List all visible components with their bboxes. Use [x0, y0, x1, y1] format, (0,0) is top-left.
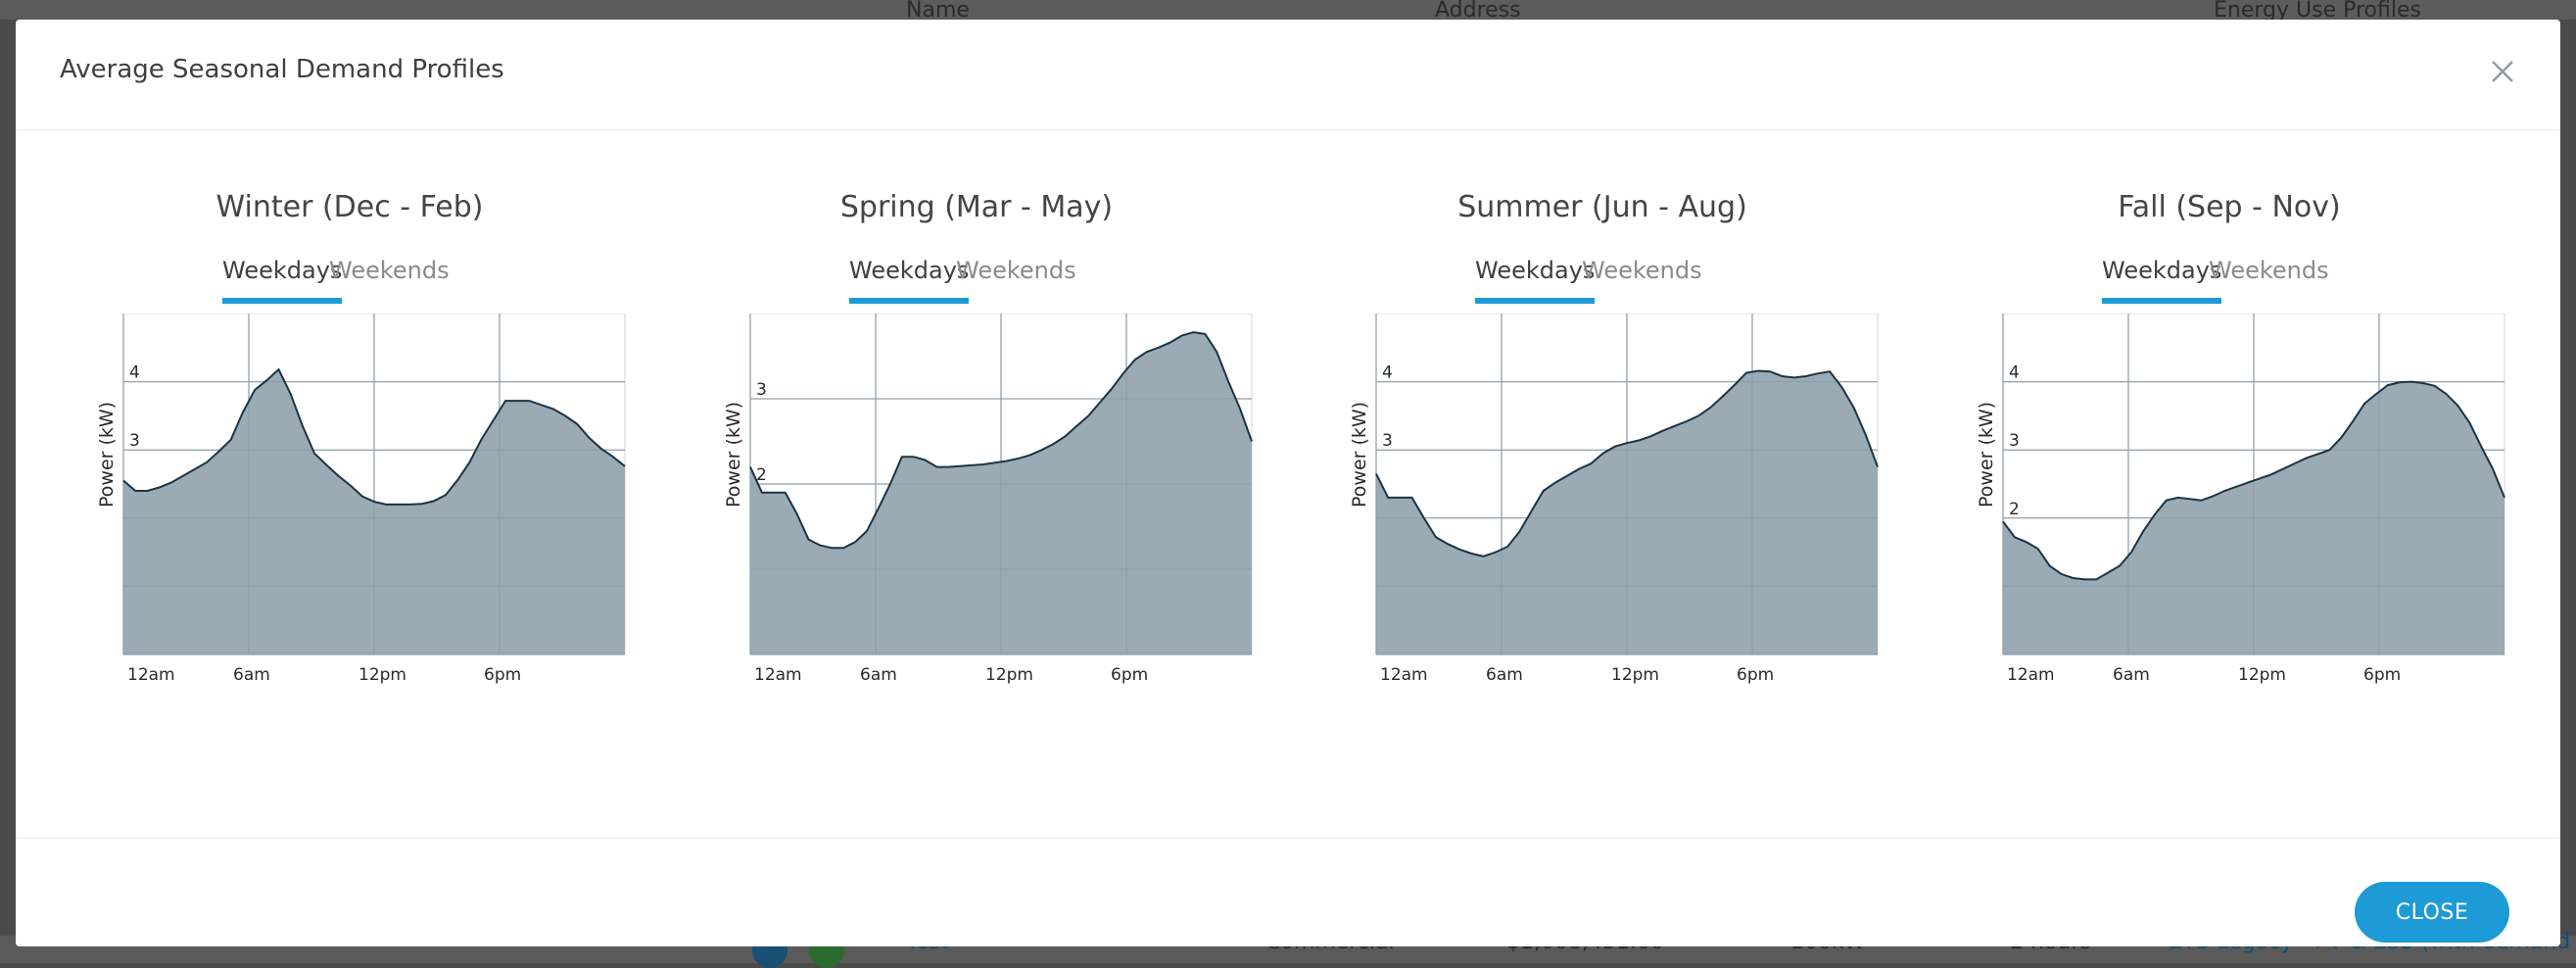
column-header-name: Name: [906, 0, 970, 23]
x-tick-label: 6am: [2113, 665, 2150, 685]
modal-header: Average Seasonal Demand Profiles: [16, 20, 2560, 130]
x-tick-label: 6pm: [484, 665, 521, 685]
close-icon[interactable]: [2488, 57, 2517, 86]
column-header-energy-use-profiles: Energy Use Profiles: [2214, 0, 2421, 23]
tab-weekdays[interactable]: Weekdays: [222, 257, 343, 304]
x-tick-label: 6pm: [1737, 665, 1774, 685]
x-tick-label: 12pm: [985, 665, 1033, 685]
tab-weekends[interactable]: Weekends: [2209, 257, 2329, 284]
x-tick-label: 12pm: [2238, 665, 2286, 685]
x-tick-label: 12pm: [358, 665, 406, 685]
demand-chart: Power (kW)0123412am6am12pm6pm: [61, 314, 639, 725]
x-tick-label: 12am: [2007, 665, 2055, 685]
x-tick-label: 6am: [1486, 665, 1523, 685]
demand-chart: Power (kW)0123412am6am12pm6pm: [1940, 314, 2518, 725]
x-tick-label: 12am: [1380, 665, 1428, 685]
season-panel: Spring (Mar - May) Weekdays Weekends Power …: [688, 167, 1265, 725]
season-title: Winter (Dec - Feb): [215, 190, 484, 224]
tab-weekends[interactable]: Weekends: [956, 257, 1076, 284]
y-tick-label: 2: [2009, 500, 2020, 519]
tab-weekdays[interactable]: Weekdays: [2102, 257, 2222, 304]
y-tick-label: 4: [2009, 363, 2020, 383]
tab-weekends[interactable]: Weekends: [329, 257, 450, 284]
y-tick-label: 3: [756, 380, 767, 400]
y-tick-label: 2: [756, 465, 767, 485]
demand-line: [122, 367, 626, 506]
demand-line: [2002, 380, 2505, 581]
chart-svg: 0123412am6am12pm6pm: [122, 314, 626, 685]
x-tick-label: 6am: [860, 665, 897, 685]
background-table-header: Name Address Energy Use Profiles: [0, 0, 2576, 23]
season-panel: Summer (Jun - Aug) Weekdays Weekends Power …: [1313, 167, 1891, 725]
y-tick-label: 4: [129, 363, 140, 383]
x-tick-label: 6pm: [2363, 665, 2401, 685]
chart-svg: 0123412am6am12pm6pm: [2002, 314, 2505, 685]
column-header-address: Address: [1435, 0, 1521, 23]
y-tick-label: 3: [1382, 431, 1393, 451]
modal-title: Average Seasonal Demand Profiles: [60, 55, 504, 84]
demand-line: [1375, 369, 1879, 557]
season-title: Spring (Mar - May): [839, 190, 1114, 224]
modal-footer: [16, 838, 2560, 947]
x-tick-label: 6pm: [1111, 665, 1148, 685]
demand-line: [749, 331, 1253, 550]
season-title: Summer (Jun - Aug): [1457, 190, 1747, 224]
y-tick-label: 4: [1382, 363, 1393, 383]
close-button[interactable]: CLOSE: [2355, 882, 2509, 943]
season-title: Fall (Sep - Nov): [2118, 190, 2341, 224]
demand-chart: Power (kW)012312am6am12pm6pm: [688, 314, 1265, 725]
x-tick-label: 12pm: [1611, 665, 1659, 685]
x-tick-label: 12am: [754, 665, 802, 685]
season-panel: Fall (Sep - Nov) Weekdays Weekends Power (k…: [1940, 167, 2518, 725]
demand-chart: Power (kW)0123412am6am12pm6pm: [1313, 314, 1891, 725]
seasonal-demand-modal: Average Seasonal Demand Profiles Winter …: [16, 20, 2560, 946]
tab-weekends[interactable]: Weekends: [1582, 257, 1702, 284]
chart-svg: 012312am6am12pm6pm: [749, 314, 1253, 685]
x-tick-label: 12am: [127, 665, 175, 685]
x-tick-label: 6am: [233, 665, 270, 685]
tab-weekdays[interactable]: Weekdays: [849, 257, 970, 304]
chart-svg: 0123412am6am12pm6pm: [1375, 314, 1879, 685]
y-tick-label: 3: [2009, 431, 2020, 451]
season-panel: Winter (Dec - Feb) Weekdays Weekends Power …: [61, 167, 639, 725]
tab-weekdays[interactable]: Weekdays: [1475, 257, 1596, 304]
y-tick-label: 3: [129, 431, 140, 451]
